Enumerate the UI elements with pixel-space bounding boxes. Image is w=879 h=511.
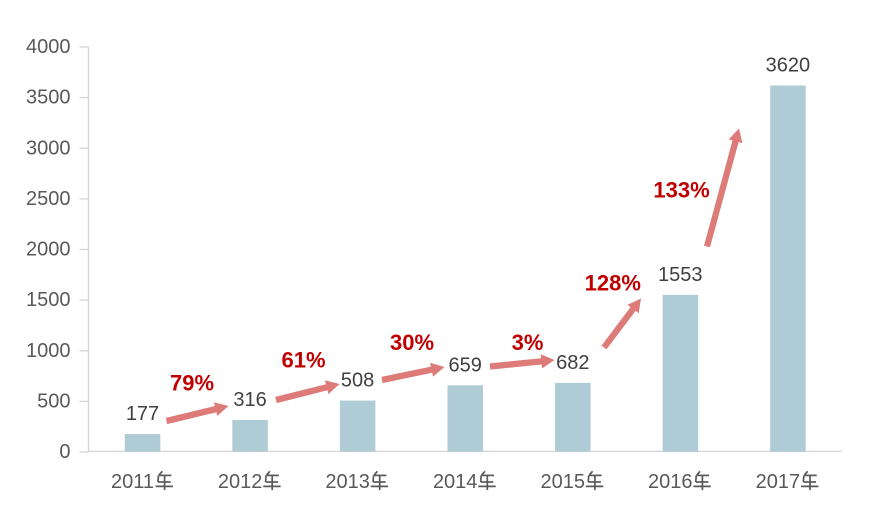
svg-text:3500: 3500 [26, 87, 71, 109]
svg-text:0: 0 [59, 441, 70, 463]
svg-text:177: 177 [126, 403, 159, 425]
svg-text:79%: 79% [170, 371, 214, 396]
svg-text:316: 316 [233, 389, 266, 411]
svg-text:128%: 128% [585, 270, 641, 295]
svg-text:2017: 2017 [756, 471, 801, 493]
svg-text:61%: 61% [281, 348, 325, 373]
svg-text:2012: 2012 [218, 471, 263, 493]
svg-text:1500: 1500 [26, 289, 71, 311]
svg-text:1553: 1553 [658, 264, 703, 286]
svg-text:4000: 4000 [26, 36, 71, 58]
svg-text:2014: 2014 [433, 471, 478, 493]
svg-text:2013: 2013 [325, 471, 370, 493]
svg-text:1000: 1000 [26, 340, 71, 362]
svg-text:2500: 2500 [26, 188, 71, 210]
svg-text:659: 659 [449, 354, 482, 376]
svg-text:2016: 2016 [648, 471, 693, 493]
svg-text:3%: 3% [512, 330, 544, 355]
svg-text:2011: 2011 [111, 471, 154, 493]
svg-text:682: 682 [556, 352, 589, 374]
svg-text:133%: 133% [653, 177, 709, 202]
svg-text:2000: 2000 [26, 239, 71, 261]
svg-text:500: 500 [37, 391, 70, 413]
svg-text:3000: 3000 [26, 137, 71, 159]
svg-text:2015: 2015 [541, 471, 586, 493]
svg-text:508: 508 [341, 370, 374, 392]
svg-text:30%: 30% [390, 330, 434, 355]
svg-text:3620: 3620 [766, 55, 811, 77]
